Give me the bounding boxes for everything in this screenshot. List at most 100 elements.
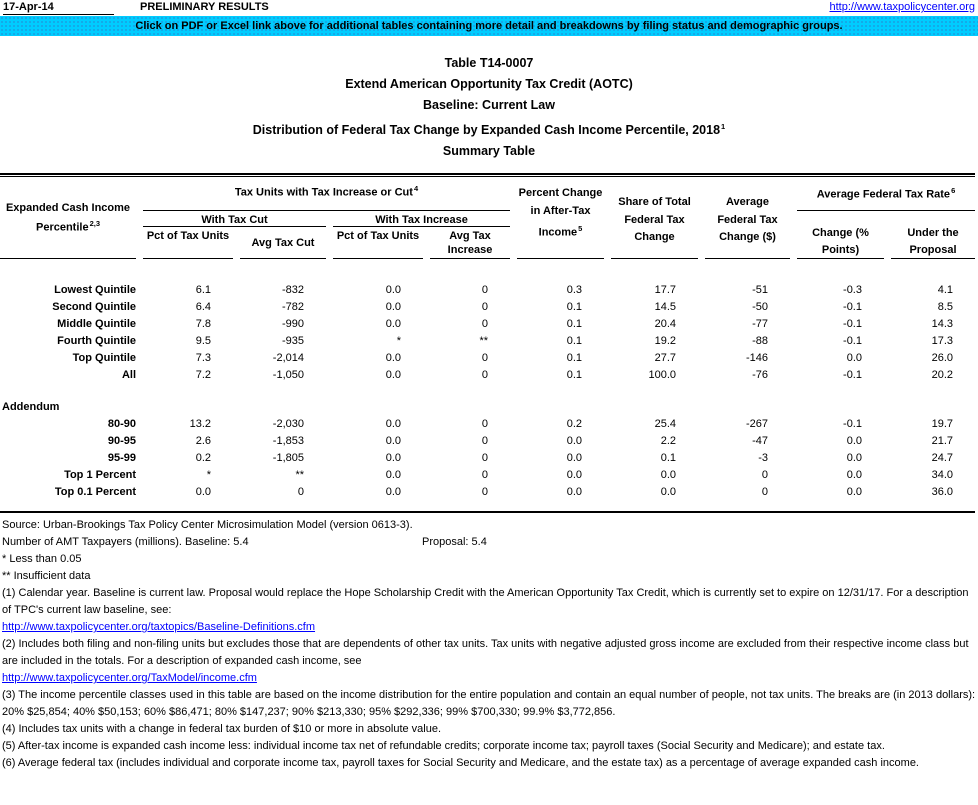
cell-c9: 34.0 [931,469,953,482]
tpc-url-link[interactable]: http://www.taxpolicycenter.org [829,1,975,13]
col-header-share-total-change: Share of Total Federal Tax Change [618,196,691,244]
table-row: Top 1 Percent * ** 0.0 0 0.0 0.0 0 0.0 34.0 [0,467,976,484]
col-rule [333,258,423,260]
cell-c7: -77 [752,318,768,331]
preliminary-results-label: PRELIMINARY RESULTS [140,1,269,13]
cell-c7: -50 [752,301,768,314]
col-rule [797,258,884,260]
cell-c4: ** [479,335,488,348]
cell-c7: -3 [758,452,768,465]
cell-c9: 26.0 [931,352,953,365]
col-rule [517,258,604,260]
cell-c5: 0.0 [566,452,582,465]
cell-c3: 0.0 [385,486,401,499]
table-body-addendum: 80-90 13.2 -2,030 0.0 0 0.2 25.4 -267 -0.1 19.7 9… [0,416,976,501]
col-rule [0,258,136,260]
cell-c3: * [396,335,401,348]
cell-c2: -1,853 [272,435,304,448]
cell-c9: 36.0 [931,486,953,499]
cell-c1: 0.0 [195,486,211,499]
title-distribution: Distribution of Federal Tax Change by Ex… [252,122,726,138]
footnote-2: (2) Includes both filing and non-filing … [2,638,969,668]
row-label: All [121,369,136,382]
cell-c9: 20.2 [931,369,953,382]
banner-text: Click on PDF or Excel link above for add… [135,20,843,32]
baseline-definitions-link[interactable]: http://www.taxpolicycenter.org/taxtopics… [2,621,316,634]
col-header-expanded-cash-income: Expanded Cash Income Percentile2,3 [5,202,131,234]
cell-c6: 100.0 [648,369,676,382]
cell-c9: 4.1 [937,284,953,297]
cell-c5: 0.1 [566,335,582,348]
cell-c3: 0.0 [385,301,401,314]
table-row: All 7.2 -1,050 0.0 0 0.1 100.0 -76 -0.1 20.2 [0,367,976,384]
cell-c8: -0.3 [843,284,862,297]
cell-c6: 2.2 [660,435,676,448]
group-header-tax-units: Tax Units with Tax Increase or Cut4 [234,184,419,199]
cell-c1: 6.1 [195,284,211,297]
cell-c7: 0 [761,469,768,482]
cell-c8: -0.1 [843,301,862,314]
table-header: Expanded Cash Income Percentile2,3 Tax U… [0,173,976,260]
cell-c3: 0.0 [385,284,401,297]
col-header-pct-change-after-tax-income: Percent Change in After-Tax Income5 [518,187,603,239]
cell-c2: -990 [281,318,304,331]
cell-c2: -1,805 [272,452,304,465]
group-avg-fed-tax-rate-rule [797,210,975,212]
cell-c8: -0.1 [843,418,862,431]
row-label: Top 0.1 Percent [54,486,136,499]
col-rule [143,258,233,260]
cell-c4: 0 [481,469,488,482]
col-header-avg-tax-increase: Avg Tax Increase [447,230,493,257]
title-baseline: Baseline: Current Law [423,98,555,112]
cell-c6: 17.7 [654,284,676,297]
cell-c2: 0 [297,486,304,499]
col-rule [430,258,510,260]
cell-c4: 0 [481,435,488,448]
cell-c1: * [206,469,211,482]
cell-c6: 0.0 [660,486,676,499]
addendum-label: Addendum [2,401,60,414]
cell-c8: 0.0 [846,469,862,482]
footnote-3: (3) The income percentile classes used i… [2,689,976,719]
cell-c3: 0.0 [385,452,401,465]
cell-c5: 0.3 [566,284,582,297]
table-title-block: Table T14-0007 Extend American Opportuni… [0,53,978,162]
title-table-number: Table T14-0007 [444,56,534,70]
cell-c9: 17.3 [931,335,953,348]
row-label: 95-99 [107,452,136,465]
table-top-rule-2 [0,176,975,178]
cell-c1: 13.2 [189,418,211,431]
cell-c3: 0.0 [385,469,401,482]
group-header-avg-federal-tax-rate: Average Federal Tax Rate6 [816,186,956,201]
cell-c5: 0.1 [566,352,582,365]
cell-c7: 0 [761,486,768,499]
table-row: Top Quintile 7.3 -2,014 0.0 0 0.1 27.7 -146 0.0 2… [0,350,976,367]
row-label: Second Quintile [52,301,136,314]
cell-c4: 0 [481,486,488,499]
cell-c6: 25.4 [654,418,676,431]
cell-c6: 19.2 [654,335,676,348]
row-label: Top Quintile [72,352,136,365]
footnote-1: (1) Calendar year. Baseline is current l… [2,587,969,617]
col-rule [240,258,326,260]
cell-c9: 14.3 [931,318,953,331]
star-note: * Less than 0.05 [2,553,82,566]
cell-c5: 0.1 [566,318,582,331]
col-header-pct-tax-units-increase: Pct of Tax Units [336,230,420,243]
income-definition-link[interactable]: http://www.taxpolicycenter.org/TaxModel/… [2,672,257,685]
col-header-pct-tax-units-cut: Pct of Tax Units [146,230,230,243]
cell-c5: 0.0 [566,435,582,448]
cell-c7: -88 [752,335,768,348]
source-note: Source: Urban-Brookings Tax Policy Cente… [2,519,413,532]
cell-c6: 20.4 [654,318,676,331]
cell-c5: 0.2 [566,418,582,431]
cell-c8: -0.1 [843,318,862,331]
footnotes: Source: Urban-Brookings Tax Policy Cente… [0,517,976,772]
cell-c4: 0 [481,452,488,465]
table-bottom-rule [0,511,975,514]
col-header-under-proposal: Under the Proposal [907,227,959,257]
cell-c4: 0 [481,301,488,314]
cell-c3: 0.0 [385,418,401,431]
title-summary: Summary Table [442,144,536,159]
cell-c8: -0.1 [843,335,862,348]
